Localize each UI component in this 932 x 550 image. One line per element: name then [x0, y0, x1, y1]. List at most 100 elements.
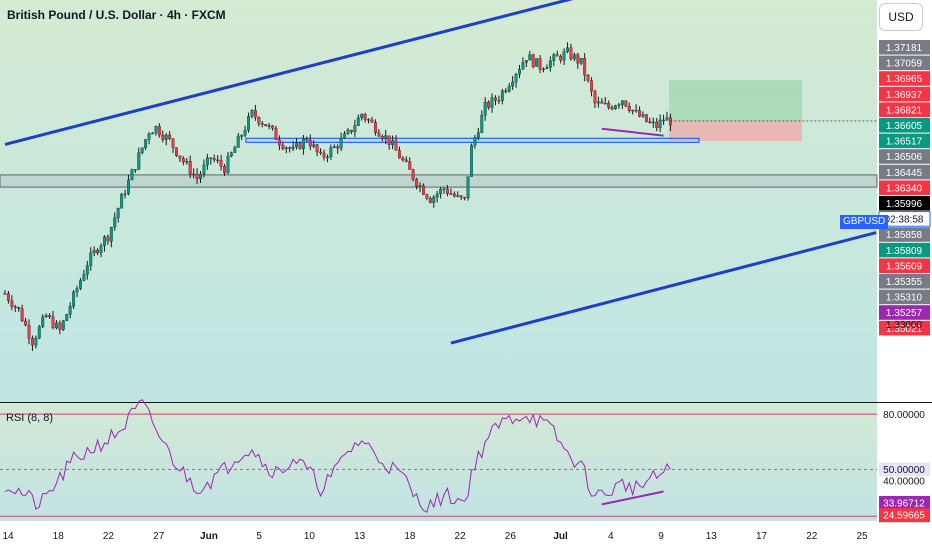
candle-body	[360, 114, 364, 118]
candle-body	[216, 159, 220, 162]
candle-body	[552, 54, 556, 61]
zones-layer	[0, 79, 878, 188]
candle-body	[113, 217, 117, 228]
candle-body	[555, 54, 559, 57]
price-tag-label: 1.37059	[886, 59, 923, 70]
candle-body	[10, 300, 14, 307]
candle-body	[281, 144, 285, 149]
candle-body	[315, 144, 319, 153]
time-axis-tick-label: 25	[856, 531, 868, 542]
time-axis-tick-label: 26	[505, 531, 517, 542]
candle-body	[240, 135, 244, 137]
candle-body	[322, 152, 326, 158]
candle-body	[452, 193, 456, 197]
candle-body	[199, 173, 202, 179]
candle-body	[655, 121, 659, 128]
rsi-value-tag	[879, 495, 930, 510]
candle-body	[404, 159, 408, 162]
price-tag-label: 1.35609	[886, 261, 923, 272]
price-tag-label: 1.36517	[886, 137, 923, 148]
candle-body	[662, 119, 666, 122]
candle-body	[590, 80, 593, 92]
candle-body	[336, 146, 340, 149]
candle-body	[233, 147, 237, 153]
candle-body	[624, 100, 628, 107]
candle-body	[394, 140, 398, 151]
candle-body	[195, 173, 199, 179]
candle-body	[370, 119, 374, 123]
candle-body	[583, 58, 587, 76]
candle-body	[58, 322, 62, 330]
upper-channel-line[interactable]	[4, 0, 876, 146]
candle-body	[20, 308, 24, 322]
price-tag-label: 1.36506	[886, 152, 923, 163]
candle-body	[494, 97, 497, 101]
lower-channel-line[interactable]	[450, 231, 877, 345]
rsi-pane-background	[0, 403, 877, 521]
candle-body	[566, 47, 569, 52]
candle-body	[524, 60, 528, 63]
candle-body	[79, 280, 82, 289]
candle-body	[572, 54, 576, 60]
time-axis-background	[0, 521, 932, 550]
candle-body	[548, 60, 552, 68]
candle-body	[253, 110, 257, 118]
price-tag-red	[879, 71, 930, 86]
candle-body	[428, 198, 432, 203]
channel-layer[interactable]	[4, 0, 877, 345]
candle-body	[586, 75, 590, 81]
support-box-zone	[245, 137, 700, 143]
candle-body	[164, 134, 168, 140]
symbol-tag: GBPUSD	[840, 215, 889, 229]
candle-body	[89, 252, 93, 266]
candle-body	[288, 147, 292, 149]
price-tag-gray	[879, 40, 930, 55]
candle-body	[415, 179, 419, 187]
candle-body	[442, 188, 446, 190]
time-axis-tick-label: Jun	[200, 531, 218, 542]
candle-body	[298, 142, 302, 150]
candle-body	[192, 173, 196, 176]
candle-body	[476, 132, 480, 138]
candle-body	[343, 133, 347, 139]
candle-body	[312, 144, 316, 147]
price-divergence-line	[601, 127, 664, 137]
rsi-divergence-line	[601, 490, 664, 506]
candle-body	[593, 91, 597, 104]
candle-body	[171, 138, 175, 148]
candle-body	[147, 133, 151, 140]
rsi-layer	[0, 399, 877, 517]
candle-body	[226, 155, 230, 174]
candle-body	[387, 135, 391, 145]
price-tag-gray	[879, 55, 930, 71]
candle-body	[250, 110, 254, 117]
candle-body	[497, 100, 501, 102]
candle-body	[487, 101, 491, 108]
candle-body	[6, 293, 10, 301]
candle-body	[596, 101, 600, 104]
candle-body	[483, 101, 487, 116]
candle-body	[157, 125, 161, 136]
candle-body	[542, 68, 545, 71]
candle-body	[61, 320, 65, 330]
rsi-value-tag-label: 50.00000	[883, 465, 925, 476]
rsi-indicator-label[interactable]: RSI (8, 8)	[6, 412, 54, 424]
candle-body	[579, 58, 583, 64]
candle-body	[518, 69, 521, 75]
rsi-value-tag	[879, 508, 930, 523]
rsi-value-tag-label: 24.59665	[883, 511, 925, 522]
price-tag-red	[879, 86, 930, 102]
time-axis-tick-label: 22	[103, 531, 115, 542]
support-band-zone	[0, 174, 878, 188]
candle-body	[638, 110, 641, 117]
price-tag-green	[879, 242, 930, 258]
candle-body	[185, 161, 189, 163]
currency-button[interactable]: USD	[879, 3, 923, 31]
candle-body	[229, 152, 233, 157]
price-tag-black	[879, 196, 930, 211]
price-tag-purple	[879, 305, 930, 320]
price-tag-label: 1.37181	[886, 43, 923, 54]
candle-body	[209, 157, 213, 159]
